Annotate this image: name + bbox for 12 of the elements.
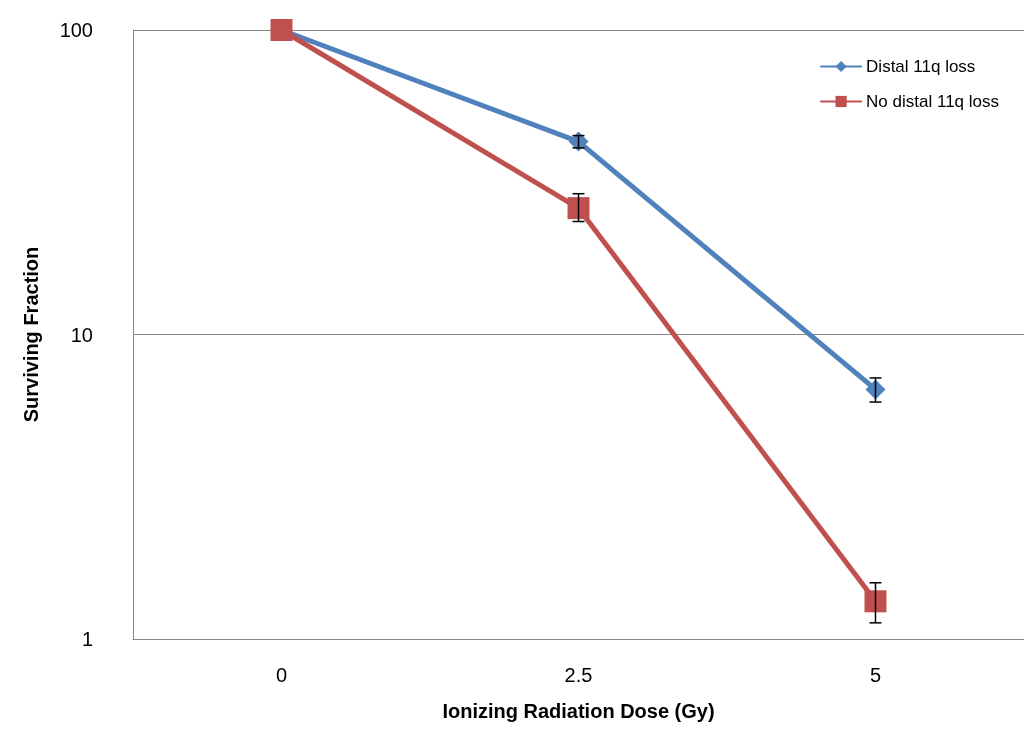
x-axis-title: Ionizing Radiation Dose (Gy) bbox=[442, 700, 715, 722]
legend-label: Distal 11q loss bbox=[866, 57, 976, 76]
x-tick-label: 5 bbox=[869, 664, 882, 686]
y-tick-label: 100 bbox=[59, 19, 93, 41]
point bbox=[864, 590, 887, 613]
y-tick-label: 1 bbox=[81, 628, 93, 650]
y-tick-label: 10 bbox=[70, 323, 93, 346]
legend-label: No distal 11q loss bbox=[866, 92, 999, 111]
x-tick-label: 0 bbox=[275, 664, 288, 686]
y-axis-title: Surviving Fraction bbox=[20, 246, 42, 423]
x-tick-label: 2.5 bbox=[564, 664, 593, 686]
point bbox=[567, 197, 590, 220]
